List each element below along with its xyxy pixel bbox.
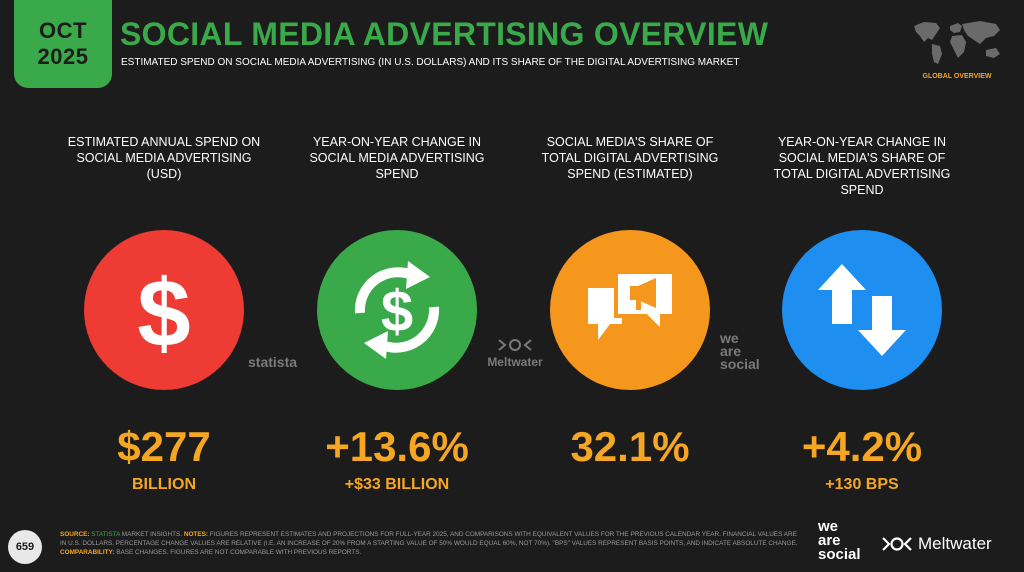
dollar-cycle-icon: $	[317, 230, 477, 390]
footer-notes: SOURCE: STATISTA MARKET INSIGHTS. NOTES:…	[60, 530, 800, 557]
stat-share-change: YEAR-ON-YEAR CHANGE IN SOCIAL MEDIA'S SH…	[762, 134, 962, 494]
stat-value: $277	[117, 423, 211, 470]
page-title: SOCIAL MEDIA ADVERTISING OVERVIEW	[120, 16, 769, 52]
meltwater-source-text: Meltwater	[487, 355, 543, 369]
world-map-icon	[914, 21, 1000, 64]
stat-sub: BILLION	[132, 476, 196, 493]
logo-social: social	[818, 546, 861, 563]
meltwater-logo-text: Meltwater	[918, 534, 992, 553]
svg-text:$: $	[137, 262, 190, 358]
we-are-social-source-logo: we are social	[720, 330, 760, 372]
stat-label: YEAR-ON-YEAR CHANGE IN SOCIAL MEDIA ADVE…	[309, 135, 485, 181]
source-link[interactable]: STATISTA	[91, 531, 121, 538]
speech-megaphone-icon	[550, 230, 710, 390]
meltwater-icon	[498, 339, 532, 351]
svg-text:$: $	[381, 279, 413, 344]
stat-label: YEAR-ON-YEAR CHANGE IN SOCIAL MEDIA'S SH…	[773, 135, 951, 197]
stat-sub: +130 BPS	[825, 476, 899, 493]
stat-ad-spend: ESTIMATED ANNUAL SPEND ON SOCIAL MEDIA A…	[64, 134, 264, 494]
notes-key: NOTES:	[183, 531, 208, 538]
page-subtitle: ESTIMATED SPEND ON SOCIAL MEDIA ADVERTIS…	[121, 57, 740, 68]
stat-value: +4.2%	[801, 423, 923, 470]
date-month: OCT	[39, 18, 87, 43]
comparability-text: BASE CHANGES. FIGURES ARE NOT COMPARABLE…	[114, 549, 362, 556]
we-are-social-logo: we are social	[818, 518, 861, 563]
logo-are: are	[818, 532, 841, 549]
comparability-key: COMPARABILITY:	[60, 549, 115, 556]
stat-ad-spend-change: YEAR-ON-YEAR CHANGE IN SOCIAL MEDIA ADVE…	[297, 134, 497, 494]
region-label: GLOBAL OVERVIEW	[922, 73, 992, 80]
dollar-icon: $	[84, 230, 244, 390]
notes-text: FIGURES REPRESENT ESTIMATES AND PROJECTI…	[60, 531, 798, 547]
meltwater-logo-icon	[882, 537, 912, 551]
source-key: SOURCE:	[60, 531, 90, 538]
stat-social-share: SOCIAL MEDIA'S SHARE OF TOTAL DIGITAL AD…	[530, 134, 730, 476]
meltwater-source-logo: Meltwater	[480, 338, 550, 369]
stat-label: ESTIMATED ANNUAL SPEND ON SOCIAL MEDIA A…	[67, 135, 261, 181]
was-are: are	[720, 343, 742, 359]
logo-we: we	[818, 518, 839, 535]
statista-logo: statista	[248, 354, 298, 370]
stat-value: 32.1%	[570, 423, 690, 470]
stat-label: SOCIAL MEDIA'S SHARE OF TOTAL DIGITAL AD…	[541, 135, 719, 181]
was-social: social	[720, 356, 760, 372]
source-text: MARKET INSIGHTS.	[120, 531, 183, 538]
meltwater-logo: Meltwater	[880, 534, 992, 554]
up-down-arrows-icon	[782, 230, 942, 390]
stat-sub: +$33 BILLION	[344, 476, 450, 493]
date-year: 2025	[37, 44, 89, 69]
stat-value: +13.6%	[325, 423, 469, 470]
date-badge: OCT 2025	[14, 0, 112, 88]
was-we: we	[720, 330, 739, 346]
page-number: 659	[8, 530, 42, 564]
